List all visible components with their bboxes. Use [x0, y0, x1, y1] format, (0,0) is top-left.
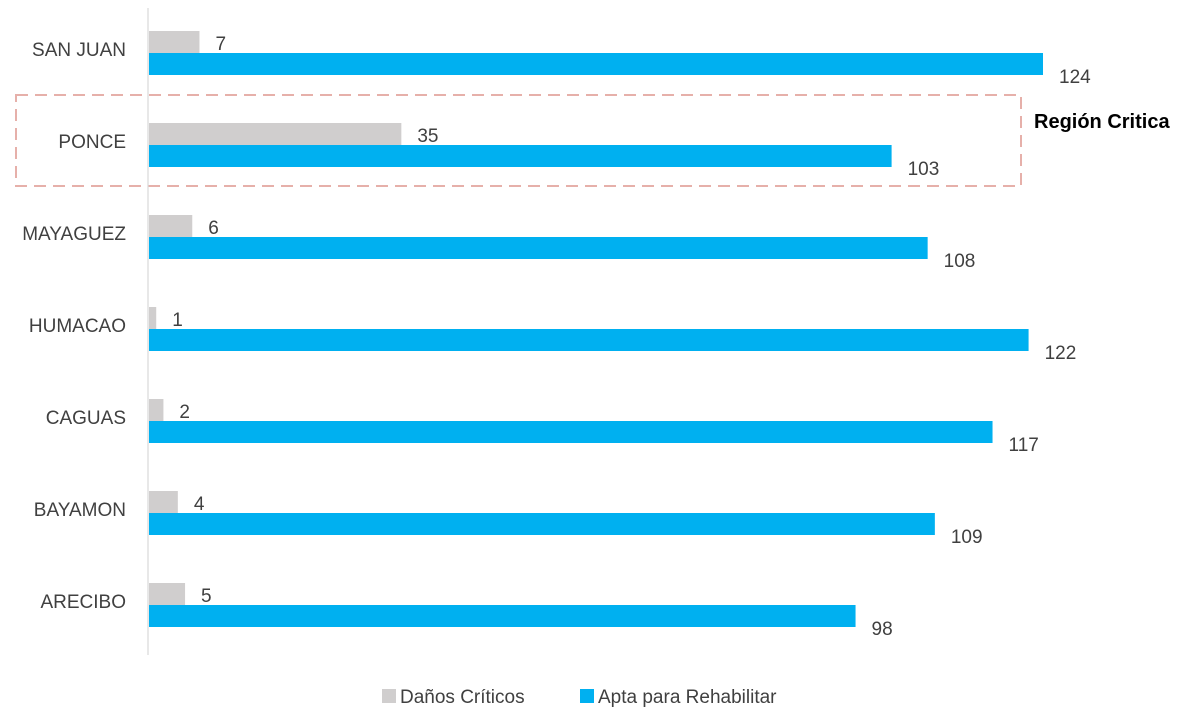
- bar-danos-criticos-mayaguez: [149, 215, 193, 237]
- data-label-danos-criticos-bayamon: 4: [194, 494, 205, 515]
- bar-danos-criticos-caguas: [149, 399, 164, 421]
- bar-apta-para-rehabilitar-caguas: [149, 421, 993, 443]
- bar-danos-criticos-san-juan: [149, 31, 200, 53]
- category-label-bayamon: BAYAMON: [34, 500, 126, 521]
- category-label-san-juan: SAN JUAN: [32, 40, 126, 61]
- bar-apta-para-rehabilitar-san-juan: [149, 53, 1043, 75]
- legend: Daños Críticos Apta para Rehabilitar: [382, 687, 777, 708]
- category-label-mayaguez: MAYAGUEZ: [22, 224, 126, 245]
- bar-danos-criticos-ponce: [149, 123, 402, 145]
- data-label-apta-para-rehabilitar-humacao: 122: [1045, 343, 1077, 364]
- bar-apta-para-rehabilitar-humacao: [149, 329, 1029, 351]
- legend-label-danos-criticos: Daños Críticos: [400, 687, 525, 708]
- category-label-humacao: HUMACAO: [29, 316, 126, 337]
- category-label-ponce: PONCE: [58, 132, 126, 153]
- annotation-layer: Región Critica: [15, 94, 1170, 187]
- data-label-apta-para-rehabilitar-san-juan: 124: [1059, 67, 1091, 88]
- bar-apta-para-rehabilitar-mayaguez: [149, 237, 928, 259]
- bar-danos-criticos-humacao: [149, 307, 157, 329]
- bars-layer: [149, 31, 1043, 627]
- data-label-apta-para-rehabilitar-mayaguez: 108: [944, 251, 976, 272]
- data-label-apta-para-rehabilitar-ponce: 103: [908, 159, 940, 180]
- bar-danos-criticos-bayamon: [149, 491, 178, 513]
- data-label-danos-criticos-ponce: 35: [417, 126, 438, 147]
- bar-apta-para-rehabilitar-ponce: [149, 145, 892, 167]
- legend-swatch-apta-para-rehabilitar: [580, 689, 594, 703]
- legend-label-apta-para-rehabilitar: Apta para Rehabilitar: [598, 687, 777, 708]
- data-label-apta-para-rehabilitar-arecibo: 98: [872, 619, 893, 640]
- data-label-apta-para-rehabilitar-bayamon: 109: [951, 527, 983, 548]
- annotation-box: [15, 94, 1022, 187]
- data-label-danos-criticos-mayaguez: 6: [208, 218, 219, 239]
- annotation-label: Región Critica: [1034, 111, 1170, 133]
- data-label-danos-criticos-arecibo: 5: [201, 586, 212, 607]
- category-label-arecibo: ARECIBO: [40, 592, 126, 613]
- bar-apta-para-rehabilitar-arecibo: [149, 605, 856, 627]
- bar-danos-criticos-arecibo: [149, 583, 186, 605]
- data-label-danos-criticos-humacao: 1: [172, 310, 183, 331]
- category-label-caguas: CAGUAS: [46, 408, 126, 429]
- data-label-apta-para-rehabilitar-caguas: 117: [1009, 435, 1039, 456]
- bar-apta-para-rehabilitar-bayamon: [149, 513, 935, 535]
- legend-swatch-danos-criticos: [382, 689, 396, 703]
- data-label-danos-criticos-san-juan: 7: [215, 34, 226, 55]
- data-label-danos-criticos-caguas: 2: [179, 402, 190, 423]
